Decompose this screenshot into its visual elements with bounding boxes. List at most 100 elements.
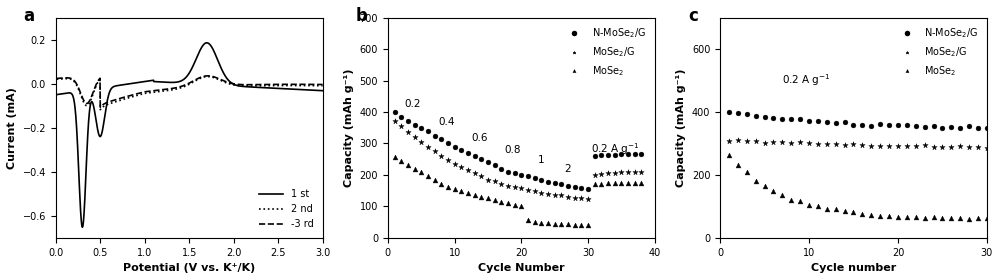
Point: [400, 130, 416, 135]
2 nd: [259, 84, 271, 87]
Point: [837, 209, 853, 214]
Point: [627, 181, 643, 185]
Point: [480, 178, 496, 182]
Point: [460, 191, 476, 195]
Point: [573, 223, 589, 227]
Point: [627, 169, 643, 174]
Point: [783, 116, 799, 121]
Point: [467, 193, 483, 197]
2 nd: [94, 108, 106, 111]
Point: [765, 115, 781, 120]
1 st: [259, 86, 271, 89]
Point: [460, 168, 476, 172]
Point: [890, 144, 906, 148]
Point: [440, 158, 456, 162]
Point: [899, 215, 915, 219]
-3 rd: [202, 74, 214, 78]
Point: [613, 181, 629, 185]
Text: 0.2: 0.2: [405, 99, 421, 109]
Point: [819, 142, 835, 146]
Point: [487, 198, 503, 202]
Point: [420, 174, 436, 179]
Point: [908, 123, 924, 128]
1 st: [76, 226, 88, 229]
Point: [547, 192, 563, 197]
Text: 0.4: 0.4: [438, 117, 454, 127]
Point: [527, 176, 543, 180]
Point: [979, 215, 995, 220]
Point: [447, 187, 463, 191]
Point: [837, 143, 853, 148]
-3 rd: [259, 83, 271, 86]
Point: [480, 196, 496, 201]
Point: [620, 152, 636, 157]
Point: [908, 215, 924, 219]
2 nd: [168, 88, 180, 91]
Point: [943, 125, 959, 129]
Point: [527, 189, 543, 193]
1 st: [317, 89, 329, 92]
Point: [934, 215, 950, 220]
Point: [393, 158, 409, 163]
Point: [730, 138, 746, 143]
Point: [970, 216, 986, 220]
Point: [587, 154, 603, 158]
Point: [854, 212, 870, 217]
Point: [607, 171, 623, 175]
Point: [774, 140, 790, 145]
X-axis label: Cycle number: Cycle number: [811, 263, 896, 273]
Point: [730, 111, 746, 115]
1 st: [78, 212, 90, 215]
Point: [810, 142, 826, 146]
Point: [433, 154, 449, 158]
2 nd: [263, 84, 275, 87]
Point: [863, 124, 879, 128]
Point: [527, 220, 543, 224]
Point: [560, 222, 576, 227]
Point: [908, 144, 924, 148]
Point: [757, 184, 773, 189]
Point: [979, 126, 995, 130]
Point: [854, 143, 870, 147]
Point: [407, 166, 423, 171]
Point: [748, 178, 764, 183]
-3 rd: [51, 77, 63, 80]
-3 rd: [234, 83, 246, 86]
Point: [739, 112, 755, 117]
Point: [730, 163, 746, 167]
-3 rd: [94, 106, 106, 109]
Point: [810, 119, 826, 123]
Point: [507, 171, 523, 176]
Point: [917, 124, 933, 129]
Point: [917, 216, 933, 220]
Point: [757, 115, 773, 119]
Point: [567, 222, 583, 227]
Point: [828, 207, 844, 211]
Point: [620, 170, 636, 174]
Point: [607, 181, 623, 185]
Point: [387, 110, 403, 114]
-3 rd: [168, 87, 180, 90]
Legend: N-MoSe$_2$/G, MoSe$_2$/G, MoSe$_2$: N-MoSe$_2$/G, MoSe$_2$/G, MoSe$_2$: [561, 23, 650, 81]
Point: [520, 174, 536, 179]
Point: [748, 113, 764, 118]
Point: [500, 169, 516, 174]
Point: [520, 188, 536, 192]
Point: [757, 141, 773, 145]
2 nd: [51, 78, 63, 81]
Point: [801, 119, 817, 124]
Point: [819, 206, 835, 211]
Point: [881, 214, 897, 218]
1 st: [51, 93, 63, 96]
Point: [593, 153, 609, 158]
Point: [828, 121, 844, 125]
Point: [587, 182, 603, 186]
Point: [890, 123, 906, 127]
Point: [420, 129, 436, 133]
Point: [587, 173, 603, 177]
Point: [467, 154, 483, 158]
Point: [400, 163, 416, 167]
Point: [828, 142, 844, 146]
Point: [427, 178, 443, 183]
Point: [487, 179, 503, 183]
